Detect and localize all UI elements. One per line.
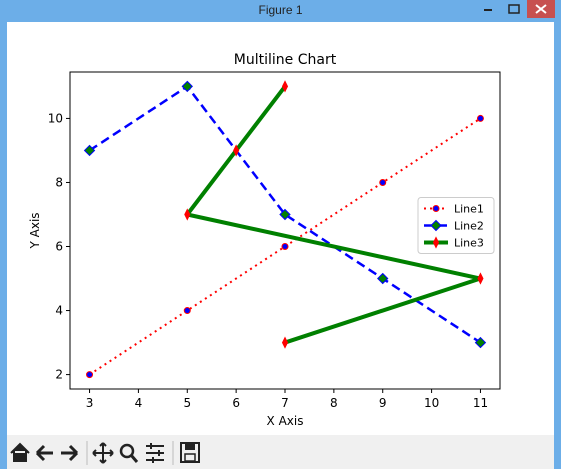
marker	[477, 272, 484, 285]
marker	[183, 307, 191, 315]
x-tick-label: 10	[424, 396, 439, 410]
legend-label: Line2	[454, 220, 484, 233]
marker	[432, 205, 440, 212]
series-line	[88, 85, 482, 344]
x-tick-label: 6	[232, 396, 240, 410]
marker	[281, 80, 289, 93]
marker	[233, 144, 240, 157]
legend-label: Line3	[454, 237, 484, 250]
pan-button[interactable]	[92, 442, 114, 464]
window-controls[interactable]	[475, 0, 555, 20]
marker	[432, 236, 440, 249]
back-button[interactable]	[35, 444, 53, 462]
y-tick-label: 4	[55, 304, 63, 318]
legend-label: Line1	[454, 203, 484, 216]
marker	[184, 208, 191, 221]
x-tick-label: 8	[330, 396, 338, 410]
legend: Line1 Line2 Line3	[417, 197, 495, 254]
save-button[interactable]	[180, 442, 200, 463]
x-tick-label: 7	[281, 396, 289, 410]
marker	[379, 178, 387, 186]
chart: Multiline Chart X Axis Y Axis 3 4 5 6 7 8 9 10 11 2 4…	[28, 52, 501, 428]
marker	[281, 243, 289, 251]
y-tick-label: 6	[55, 240, 63, 254]
marker	[86, 371, 94, 379]
marker	[474, 336, 487, 349]
x-tick-label: 5	[183, 396, 191, 410]
marker	[279, 208, 291, 221]
marker	[377, 272, 389, 285]
x-tick-label: 4	[135, 396, 143, 410]
marker	[181, 80, 193, 93]
marker	[281, 336, 289, 349]
y-axis-label: Y Axis	[28, 212, 42, 249]
configure-button[interactable]	[146, 443, 164, 463]
plot-frame	[69, 71, 501, 390]
title-bar: Figure 1	[0, 0, 561, 22]
marker	[476, 114, 484, 122]
y-tick-label: 10	[48, 111, 63, 125]
x-tick-label: 3	[86, 396, 94, 410]
marker	[430, 219, 442, 232]
window-title: Figure 1	[258, 3, 303, 17]
x-tick-label: 11	[473, 396, 488, 410]
marker	[83, 144, 96, 157]
forward-button[interactable]	[61, 444, 79, 462]
x-axis-label: X Axis	[267, 414, 304, 428]
zoom-button[interactable]	[119, 443, 139, 463]
toolbar	[7, 435, 554, 469]
x-tick-label: 9	[379, 396, 387, 410]
home-button[interactable]	[10, 442, 30, 462]
figure-area: Multiline Chart X Axis Y Axis 3 4 5 6 7 8 9 10 11 2 4…	[7, 22, 554, 469]
y-tick-label: 2	[55, 368, 63, 382]
chart-title: Multiline Chart	[234, 52, 337, 68]
maximize[interactable]	[501, 0, 527, 18]
toolbar-icons[interactable]	[7, 435, 227, 469]
y-tick-label: 8	[55, 175, 63, 189]
